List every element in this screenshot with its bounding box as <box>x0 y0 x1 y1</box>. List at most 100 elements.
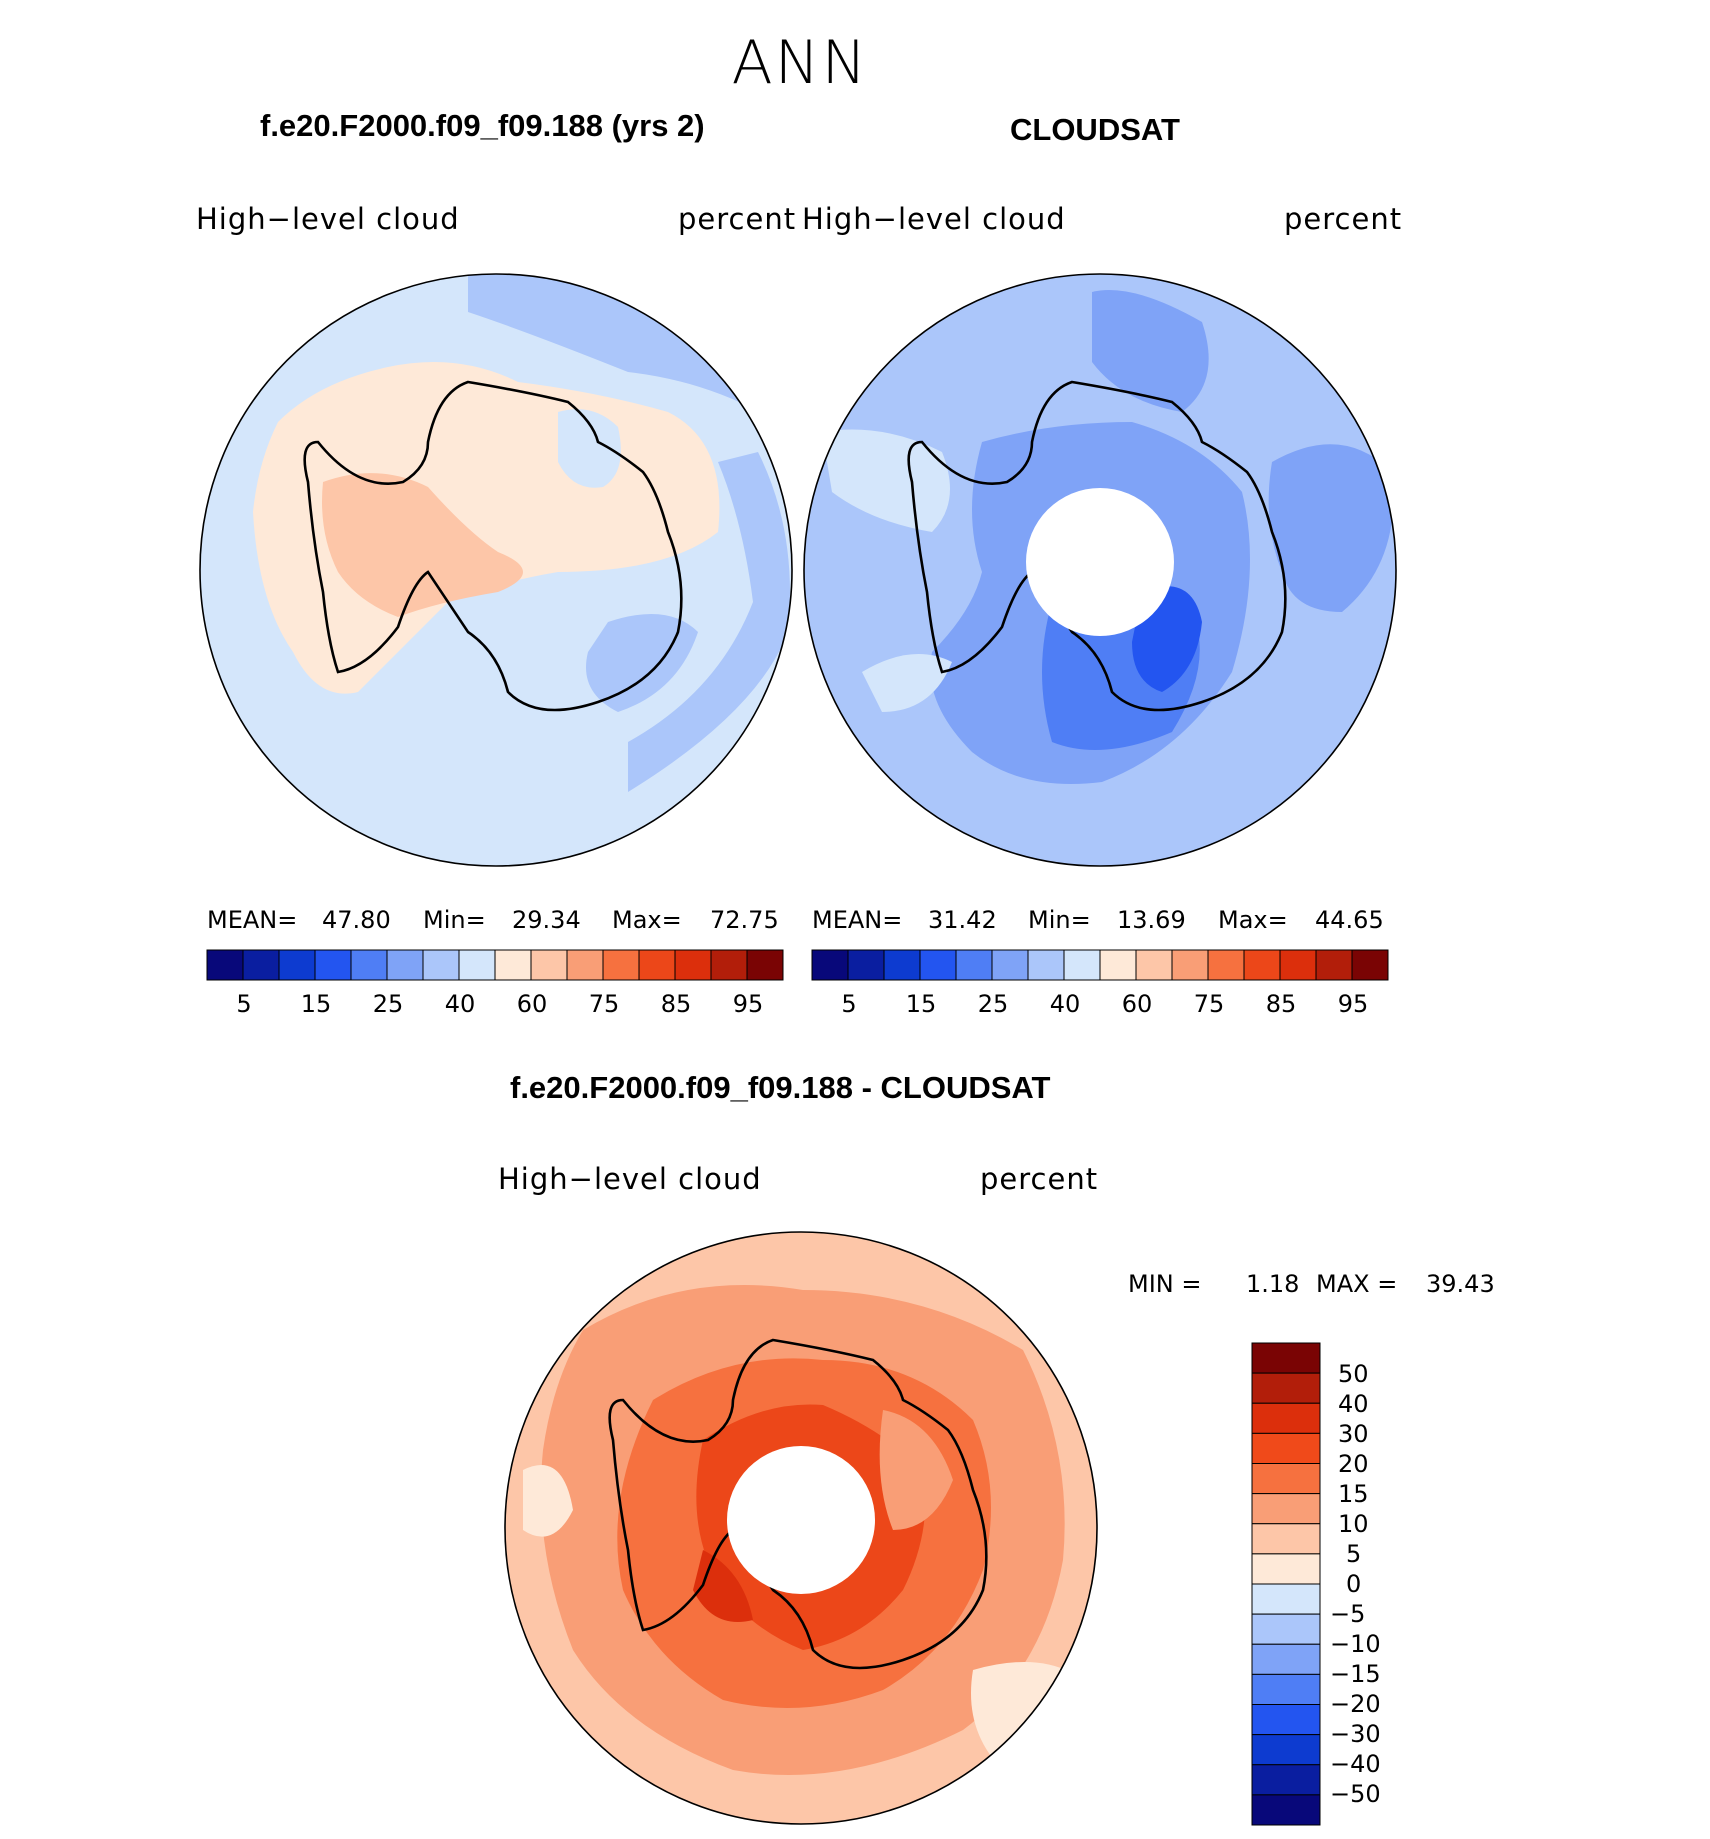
panel-2-cbar-tick: 25 <box>977 990 1009 1018</box>
diff-max-value: 39.43 <box>1426 1270 1495 1298</box>
diff-colorbar <box>1251 1342 1321 1826</box>
colorbar-swatch <box>1279 949 1317 981</box>
colorbar-swatch <box>847 949 885 981</box>
diff-cbar-tick: 20 <box>1338 1450 1369 1478</box>
panel-2-cbar-tick: 85 <box>1265 990 1297 1018</box>
colorbar-swatch <box>1251 1704 1321 1736</box>
colorbar-swatch <box>710 949 748 981</box>
diff-cbar-tick: −20 <box>1330 1690 1381 1718</box>
panel-2-cbar-tick: 5 <box>841 990 857 1018</box>
diff-cbar-tick: −30 <box>1330 1720 1381 1748</box>
diff-cbar-tick: 40 <box>1338 1390 1369 1418</box>
colorbar-swatch <box>386 949 424 981</box>
panel-2-max-value: 44.65 <box>1315 906 1384 934</box>
colorbar-swatch <box>1135 949 1173 981</box>
diff-cbar-tick: −5 <box>1330 1600 1366 1628</box>
colorbar-swatch <box>350 949 388 981</box>
panel-2-min-value: 13.69 <box>1117 906 1186 934</box>
panel-1-max-value: 72.75 <box>710 906 779 934</box>
colorbar-swatch <box>1251 1493 1321 1525</box>
colorbar-swatch <box>1251 1523 1321 1555</box>
panel-1-min-value: 29.34 <box>512 906 581 934</box>
colorbar-swatch <box>1251 1643 1321 1675</box>
colorbar-swatch <box>1251 1372 1321 1404</box>
panel-1-cbar-tick: 75 <box>588 990 620 1018</box>
colorbar-swatch <box>1099 949 1137 981</box>
panel-2-mean-value: 31.42 <box>928 906 997 934</box>
colorbar-swatch <box>638 949 676 981</box>
colorbar-swatch <box>242 949 280 981</box>
colorbar-swatch <box>1027 949 1065 981</box>
panel-1-polar-map <box>199 273 793 867</box>
panel-2-colorbar <box>811 949 1389 981</box>
colorbar-swatch <box>1251 1673 1321 1705</box>
colorbar-swatch <box>458 949 496 981</box>
panel-2-case-title: CLOUDSAT <box>1010 112 1180 147</box>
panel-2-max-label: Max= <box>1218 906 1288 934</box>
colorbar-swatch <box>602 949 640 981</box>
panel-1-cbar-tick: 95 <box>732 990 764 1018</box>
panel-1-mean-label: MEAN= <box>207 906 298 934</box>
diff-max-label: MAX = <box>1316 1270 1398 1298</box>
colorbar-swatch <box>1207 949 1245 981</box>
panel-1-cbar-tick: 60 <box>516 990 548 1018</box>
panel-2-mean-label: MEAN= <box>812 906 903 934</box>
panel-1-min-label: Min= <box>423 906 486 934</box>
colorbar-swatch <box>1251 1342 1321 1374</box>
colorbar-swatch <box>1251 1583 1321 1615</box>
colorbar-swatch <box>1251 1553 1321 1585</box>
colorbar-swatch <box>1063 949 1101 981</box>
diff-variable-label: High−level cloud <box>498 1162 762 1196</box>
colorbar-swatch <box>883 949 921 981</box>
diff-cbar-tick: 30 <box>1338 1420 1369 1448</box>
colorbar-swatch <box>991 949 1029 981</box>
diff-cbar-tick: −10 <box>1330 1630 1381 1658</box>
panel-1-cbar-tick: 25 <box>372 990 404 1018</box>
colorbar-swatch <box>955 949 993 981</box>
panel-2-units-label: percent <box>1284 202 1403 236</box>
diff-cbar-tick: 10 <box>1338 1510 1369 1538</box>
colorbar-swatch <box>1251 1794 1321 1826</box>
diff-cbar-tick: −50 <box>1330 1780 1381 1808</box>
colorbar-swatch <box>1251 1613 1321 1645</box>
panel-2-cbar-tick: 60 <box>1121 990 1153 1018</box>
colorbar-swatch <box>530 949 568 981</box>
panel-1-case-title: f.e20.F2000.f09_f09.188 (yrs 2) <box>260 108 705 143</box>
colorbar-swatch <box>919 949 957 981</box>
diff-units-label: percent <box>980 1162 1099 1196</box>
diff-cbar-tick: −15 <box>1330 1660 1381 1688</box>
panel-1-variable-label: High−level cloud <box>196 202 460 236</box>
diff-cbar-tick: −40 <box>1330 1750 1381 1778</box>
colorbar-swatch <box>1171 949 1209 981</box>
panel-2-cbar-tick: 40 <box>1049 990 1081 1018</box>
main-title: ANN <box>731 28 869 98</box>
panel-1-mean-value: 47.80 <box>322 906 391 934</box>
panel-1-max-label: Max= <box>612 906 682 934</box>
panel-1-colorbar <box>206 949 784 981</box>
colorbar-swatch <box>1351 949 1389 981</box>
colorbar-swatch <box>1251 1432 1321 1464</box>
colorbar-swatch <box>278 949 316 981</box>
colorbar-swatch <box>674 949 712 981</box>
diff-cbar-tick: 50 <box>1338 1360 1369 1388</box>
panel-2-variable-label: High−level cloud <box>802 202 1066 236</box>
colorbar-swatch <box>1251 1764 1321 1796</box>
panel-1-cbar-tick: 15 <box>300 990 332 1018</box>
colorbar-swatch <box>494 949 532 981</box>
panel-1-units-label: percent <box>678 202 797 236</box>
colorbar-swatch <box>1251 1734 1321 1766</box>
panel-2-cbar-tick: 95 <box>1337 990 1369 1018</box>
colorbar-swatch <box>1315 949 1353 981</box>
diff-case-title: f.e20.F2000.f09_f09.188 - CLOUDSAT <box>510 1070 1051 1105</box>
panel-2-cbar-tick: 15 <box>905 990 937 1018</box>
diff-cbar-tick: 5 <box>1346 1540 1362 1568</box>
panel-2-cbar-tick: 75 <box>1193 990 1225 1018</box>
diff-min-label: MIN = <box>1128 1270 1202 1298</box>
colorbar-swatch <box>746 949 784 981</box>
panel-1-cbar-tick: 85 <box>660 990 692 1018</box>
panel-1-cbar-tick: 40 <box>444 990 476 1018</box>
diff-cbar-tick: 0 <box>1346 1570 1362 1598</box>
panel-2-polar-map <box>803 273 1397 867</box>
diff-min-value: 1.18 <box>1246 1270 1300 1298</box>
colorbar-swatch <box>566 949 604 981</box>
